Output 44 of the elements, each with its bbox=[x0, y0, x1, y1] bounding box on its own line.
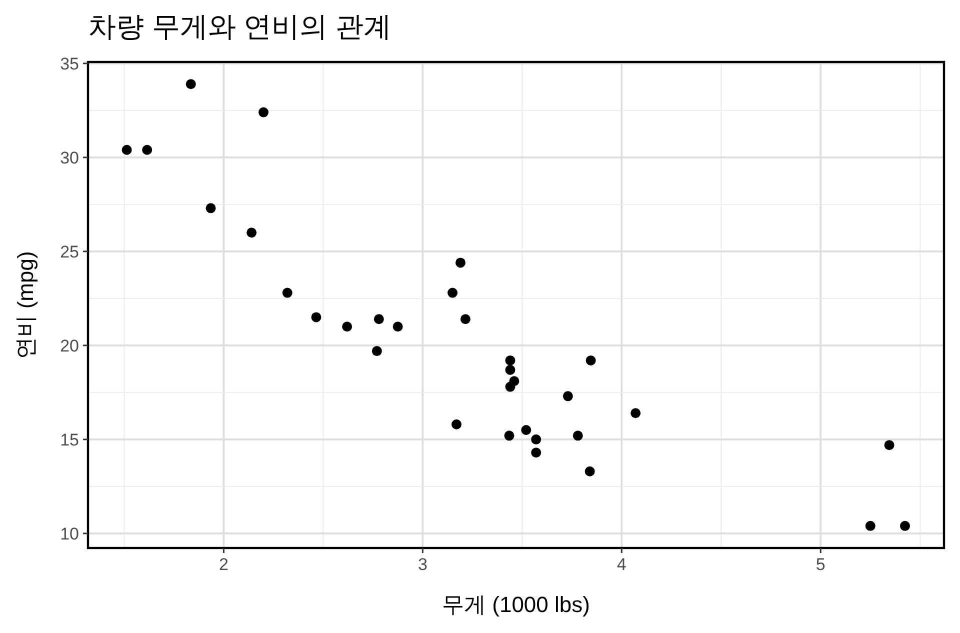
x-tick-label: 3 bbox=[418, 555, 428, 574]
point bbox=[374, 314, 384, 324]
point bbox=[392, 322, 403, 332]
point bbox=[505, 382, 516, 392]
point bbox=[531, 434, 542, 444]
chart-title: 차량 무게와 연비의 관계 bbox=[88, 11, 392, 42]
x-tick-label: 2 bbox=[218, 555, 228, 574]
point bbox=[282, 288, 292, 298]
point bbox=[884, 440, 894, 450]
x-tick-label: 5 bbox=[816, 555, 826, 574]
y-tick-label: 10 bbox=[60, 524, 79, 544]
point bbox=[630, 408, 641, 418]
point bbox=[122, 144, 132, 155]
point bbox=[372, 346, 382, 356]
point bbox=[342, 322, 352, 332]
point bbox=[865, 520, 876, 531]
point bbox=[452, 419, 462, 430]
point bbox=[246, 228, 257, 238]
y-tick-label: 30 bbox=[60, 148, 79, 168]
y-tick-label: 25 bbox=[60, 242, 79, 262]
point bbox=[531, 448, 542, 458]
point bbox=[586, 355, 596, 366]
point bbox=[460, 314, 470, 324]
point bbox=[186, 79, 196, 90]
point bbox=[455, 258, 466, 268]
x-tick-label: 4 bbox=[616, 555, 626, 574]
point bbox=[505, 355, 516, 366]
point bbox=[572, 430, 583, 441]
point bbox=[311, 312, 322, 322]
point bbox=[206, 203, 216, 214]
y-tick-label: 15 bbox=[60, 430, 79, 450]
y-tick-label: 20 bbox=[60, 336, 79, 356]
y-axis-title: 연비 (mpg) bbox=[13, 251, 38, 359]
point bbox=[900, 520, 910, 531]
y-tick-label: 35 bbox=[60, 54, 79, 74]
point bbox=[521, 425, 532, 436]
point bbox=[584, 466, 595, 476]
x-axis-title: 무게 (1000 lbs) bbox=[442, 592, 590, 617]
point bbox=[142, 144, 152, 155]
point bbox=[448, 288, 458, 298]
point bbox=[562, 391, 573, 402]
point bbox=[258, 107, 268, 118]
point bbox=[505, 364, 516, 375]
point bbox=[504, 430, 514, 441]
